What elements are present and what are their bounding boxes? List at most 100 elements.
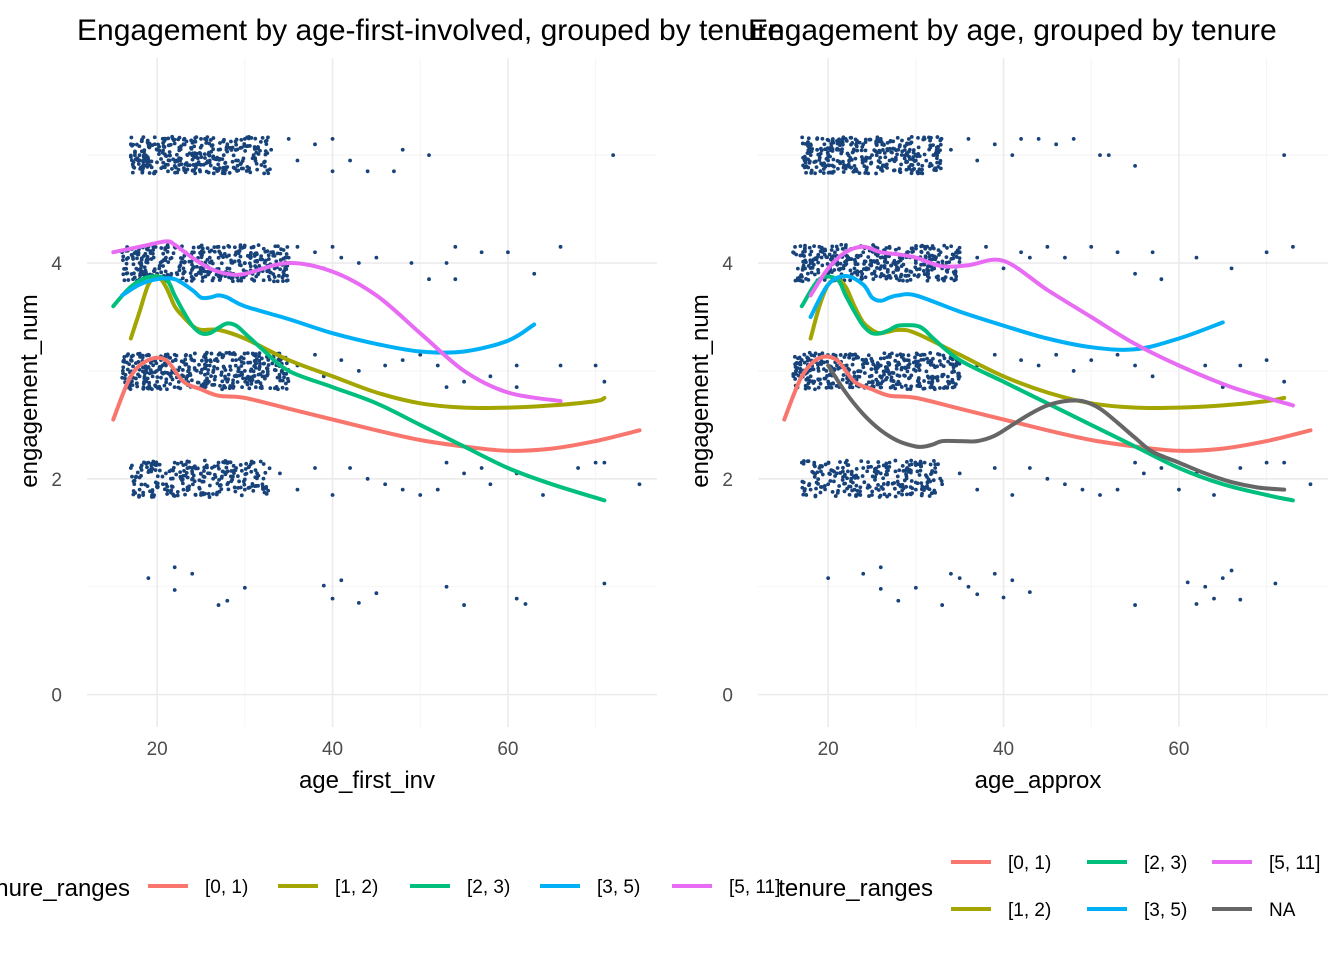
- scatter-point: [808, 374, 813, 379]
- scatter-point: [842, 474, 847, 478]
- scatter-point: [263, 249, 268, 254]
- scatter-point: [234, 358, 238, 363]
- scatter-point: [900, 488, 905, 493]
- scatter-point: [821, 167, 826, 171]
- scatter-point: [121, 254, 126, 259]
- scatter-point: [236, 168, 241, 173]
- scatter-point: [131, 277, 135, 282]
- scatter-point: [121, 258, 125, 263]
- scatter-point: [209, 143, 214, 148]
- scatter-point: [925, 278, 930, 283]
- scatter-point: [1229, 266, 1234, 271]
- scatter-point: [231, 474, 235, 479]
- scatter-point: [190, 168, 195, 173]
- scatter-point: [906, 137, 911, 141]
- scatter-point: [1264, 358, 1269, 363]
- scatter-point: [223, 168, 228, 172]
- scatter-point: [145, 376, 150, 381]
- scatter-point: [281, 248, 286, 252]
- scatter-point: [558, 363, 563, 368]
- scatter-point: [453, 277, 458, 282]
- scatter-point: [936, 144, 940, 149]
- scatter-point: [506, 250, 510, 255]
- scatter-point: [160, 474, 165, 479]
- scatter-point: [139, 482, 144, 487]
- scatter-point: [215, 245, 220, 249]
- scatter-point: [905, 160, 910, 164]
- scatter-point: [893, 494, 898, 499]
- scatter-point: [241, 361, 246, 365]
- scatter-point: [834, 244, 839, 249]
- scatter-point: [797, 355, 802, 360]
- scatter-point: [155, 386, 160, 390]
- scatter-point: [887, 372, 892, 376]
- scatter-point: [801, 459, 806, 463]
- scatter-point: [230, 159, 235, 164]
- scatter-point: [907, 362, 912, 366]
- scatter-point: [1141, 471, 1146, 476]
- scatter-point: [202, 152, 207, 157]
- scatter-point: [803, 246, 807, 251]
- scatter-point: [835, 262, 840, 267]
- scatter-point: [1133, 164, 1137, 168]
- scatter-point: [901, 278, 905, 283]
- scatter-point: [130, 463, 134, 468]
- scatter-point: [838, 460, 842, 464]
- scatter-point: [829, 248, 834, 252]
- scatter-point: [834, 384, 839, 388]
- scatter-point: [905, 492, 909, 497]
- scatter-point: [153, 383, 157, 388]
- scatter-point: [321, 583, 326, 588]
- scatter-point: [201, 162, 206, 167]
- scatter-point: [132, 482, 137, 486]
- scatter-point: [192, 464, 197, 469]
- scatter-point: [263, 149, 268, 154]
- scatter-point: [159, 246, 164, 250]
- scatter-point: [258, 139, 263, 144]
- scatter-point: [263, 164, 267, 169]
- scatter-point: [197, 362, 201, 367]
- scatter-point: [242, 261, 247, 266]
- scatter-point: [196, 160, 201, 165]
- scatter-point: [819, 161, 823, 166]
- scatter-point: [814, 165, 819, 170]
- scatter-point: [850, 150, 855, 155]
- scatter-point: [180, 368, 185, 372]
- scatter-point: [143, 364, 148, 369]
- scatter-point: [928, 143, 933, 148]
- scatter-point: [806, 165, 811, 170]
- scatter-point: [172, 141, 177, 146]
- scatter-point: [146, 576, 151, 580]
- scatter-point: [861, 466, 866, 470]
- scatter-point: [233, 139, 238, 144]
- scatter-point: [260, 135, 265, 140]
- scatter-point: [185, 374, 190, 378]
- scatter-point: [938, 142, 943, 147]
- scatter-point: [208, 163, 213, 168]
- scatter-point: [236, 250, 240, 255]
- scatter-point: [1027, 255, 1032, 260]
- scatter-point: [880, 255, 885, 260]
- scatter-point: [153, 468, 158, 473]
- scatter-point: [809, 270, 814, 275]
- scatter-point: [278, 471, 282, 476]
- scatter-point: [217, 157, 222, 161]
- scatter-point: [893, 157, 898, 162]
- scatter-point: [187, 365, 191, 370]
- scatter-point: [261, 487, 265, 491]
- scatter-point: [866, 255, 871, 259]
- scatter-point: [915, 154, 919, 159]
- scatter-point: [802, 254, 807, 258]
- scatter-point: [864, 267, 869, 272]
- scatter-point: [1291, 244, 1295, 249]
- right-y-axis-label: engagement_num: [687, 294, 714, 487]
- scatter-point: [852, 164, 857, 168]
- scatter-point: [919, 464, 924, 469]
- scatter-point: [231, 165, 236, 170]
- scatter-point: [1133, 271, 1137, 276]
- scatter-point: [858, 253, 863, 258]
- scatter-point: [805, 376, 810, 381]
- scatter-point: [891, 146, 896, 151]
- scatter-point: [819, 255, 824, 260]
- scatter-point: [167, 469, 172, 474]
